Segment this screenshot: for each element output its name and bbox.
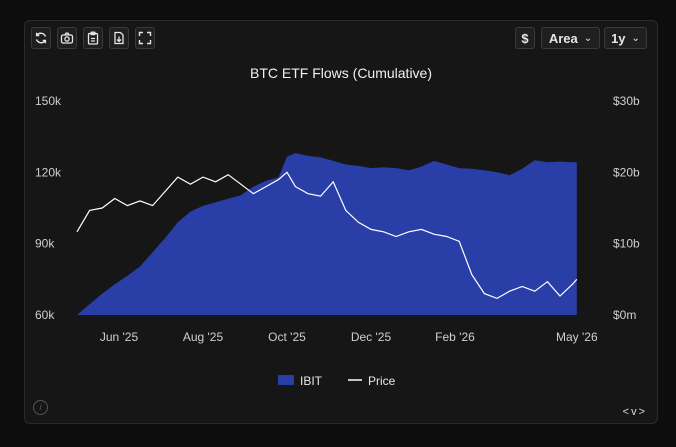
- chevron-down-icon: ⌄: [583, 32, 593, 44]
- info-icon[interactable]: i: [33, 400, 48, 415]
- chart-svg: BTC ETF Flows (Cumulative) 60k 90k 120k 150k…: [35, 65, 640, 388]
- y-left-tick-label: 120k: [35, 165, 62, 179]
- y-left-tick-label: 60k: [35, 308, 55, 322]
- currency-button[interactable]: $: [515, 27, 535, 49]
- x-tick-label: Oct '25: [268, 330, 306, 344]
- x-tick-label: May '26: [556, 330, 598, 344]
- x-tick-label: Dec '25: [351, 330, 392, 344]
- y-right-tick-label: $30b: [613, 94, 640, 108]
- chart-card: $ Area ⌄ 1y ⌄ BTC ETF Flows (Cumulative) 60…: [24, 20, 658, 424]
- x-tick-label: Jun '25: [100, 330, 139, 344]
- price-line-series: [76, 171, 578, 300]
- range-dropdown[interactable]: 1y ⌄: [604, 27, 647, 49]
- chart-type-dropdown[interactable]: Area ⌄: [541, 27, 600, 49]
- fullscreen-icon[interactable]: [135, 27, 155, 49]
- clipboard-icon[interactable]: [83, 27, 103, 49]
- chevron-down-icon: ⌄: [631, 32, 640, 44]
- download-icon[interactable]: [109, 27, 129, 49]
- camera-icon[interactable]: [57, 27, 77, 49]
- legend-ibit-swatch: [278, 375, 294, 385]
- refresh-icon[interactable]: [31, 27, 51, 49]
- y-right-tick-label: $10b: [613, 237, 640, 251]
- legend-price-label: Price: [368, 374, 396, 388]
- chart-title: BTC ETF Flows (Cumulative): [250, 65, 432, 81]
- y-left-tick-label: 150k: [35, 94, 62, 108]
- y-right-tick-label: $20b: [613, 165, 640, 179]
- y-left-tick-label: 90k: [35, 237, 55, 251]
- x-tick-label: Aug '25: [183, 330, 224, 344]
- legend-ibit-label: IBIT: [300, 374, 323, 388]
- ibit-area-series: [77, 153, 577, 315]
- nav-toggle[interactable]: <v>: [622, 406, 647, 418]
- chart-type-label: Area: [548, 30, 578, 46]
- y-right-tick-label: $0m: [613, 308, 636, 322]
- range-label: 1y: [611, 30, 626, 46]
- x-tick-label: Feb '26: [435, 330, 475, 344]
